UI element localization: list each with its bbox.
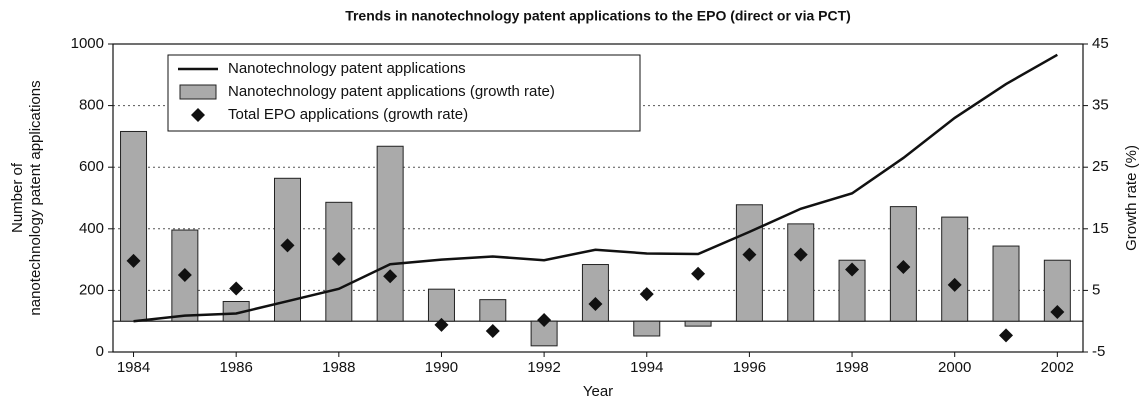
x-tick-label: 1990 — [425, 359, 458, 376]
line — [133, 53, 1058, 323]
bar — [735, 204, 763, 322]
diamond-marker — [691, 266, 706, 281]
x-tick-label: 1988 — [322, 359, 355, 376]
diamond-marker — [588, 296, 603, 311]
x-tick-label: 1986 — [219, 359, 252, 376]
y2-tick-label: 5 — [1092, 281, 1100, 298]
diamond-marker — [537, 312, 552, 327]
bar — [427, 288, 455, 322]
y2-tick-label: 35 — [1092, 97, 1109, 114]
bar — [120, 130, 148, 322]
x-axis-label: Year — [583, 383, 613, 400]
y2-tick-label: 25 — [1092, 158, 1109, 175]
bar — [479, 299, 507, 322]
y-axis-label-line: Number of — [9, 162, 26, 233]
y2-tick-label: 45 — [1092, 35, 1109, 52]
diamond-marker — [485, 324, 500, 339]
bar — [581, 264, 609, 322]
x-tick-label: 1994 — [630, 359, 663, 376]
x-tick-label: 1992 — [527, 359, 560, 376]
diamond-marker — [845, 262, 860, 277]
x-tick-label: 2002 — [1041, 359, 1074, 376]
x-tick-label: 1996 — [733, 359, 766, 376]
diamond-marker — [947, 277, 962, 292]
x-tick-label: 2000 — [938, 359, 971, 376]
chart-title: Trends in nanotechnology patent applicat… — [345, 8, 851, 24]
y2-tick-label: 15 — [1092, 220, 1109, 237]
diamond-marker — [383, 269, 398, 284]
diamond-marker — [177, 268, 192, 282]
diamond-marker — [280, 238, 295, 253]
diamond-marker — [793, 247, 808, 262]
y-axis-label-line: nanotechnology patent applications — [27, 80, 44, 315]
legend-swatch — [179, 84, 217, 100]
y-tick-label: 600 — [79, 158, 104, 175]
diamond-marker — [331, 251, 346, 266]
bar — [1043, 259, 1071, 322]
x-tick-label: 1998 — [835, 359, 868, 376]
y2-axis-label: Growth rate (%) — [1123, 145, 1140, 251]
y-tick-label: 400 — [79, 220, 104, 237]
diamond-marker — [229, 281, 244, 296]
diamond-marker — [999, 328, 1014, 343]
legend-label: Nanotechnology patent applications (grow… — [228, 83, 555, 100]
x-tick-label: 1984 — [117, 359, 150, 376]
legend-label: Total EPO applications (growth rate) — [228, 106, 468, 123]
diamond-marker — [1050, 304, 1065, 319]
bar — [684, 320, 712, 327]
diamond-marker — [896, 259, 911, 274]
diamond-marker — [126, 253, 141, 268]
bar — [992, 245, 1020, 322]
diamond-marker — [434, 317, 449, 332]
bar — [633, 320, 661, 337]
diamond-marker — [742, 247, 757, 262]
y2-tick-label: -5 — [1092, 343, 1105, 360]
legend-diamond — [191, 108, 205, 122]
bar — [376, 145, 404, 322]
legend-box — [167, 54, 641, 132]
plot-frame — [112, 43, 1084, 353]
y-tick-label: 1000 — [71, 35, 104, 52]
y-tick-label: 200 — [79, 281, 104, 298]
bar — [787, 223, 815, 322]
legend-label: Nanotechnology patent applications — [228, 60, 466, 77]
y-tick-label: 800 — [79, 97, 104, 114]
y-axis-label: Number of nanotechnology patent applicat… — [9, 80, 44, 315]
diamond-marker — [639, 287, 654, 302]
bar — [941, 216, 969, 322]
y-tick-label: 0 — [96, 343, 104, 360]
